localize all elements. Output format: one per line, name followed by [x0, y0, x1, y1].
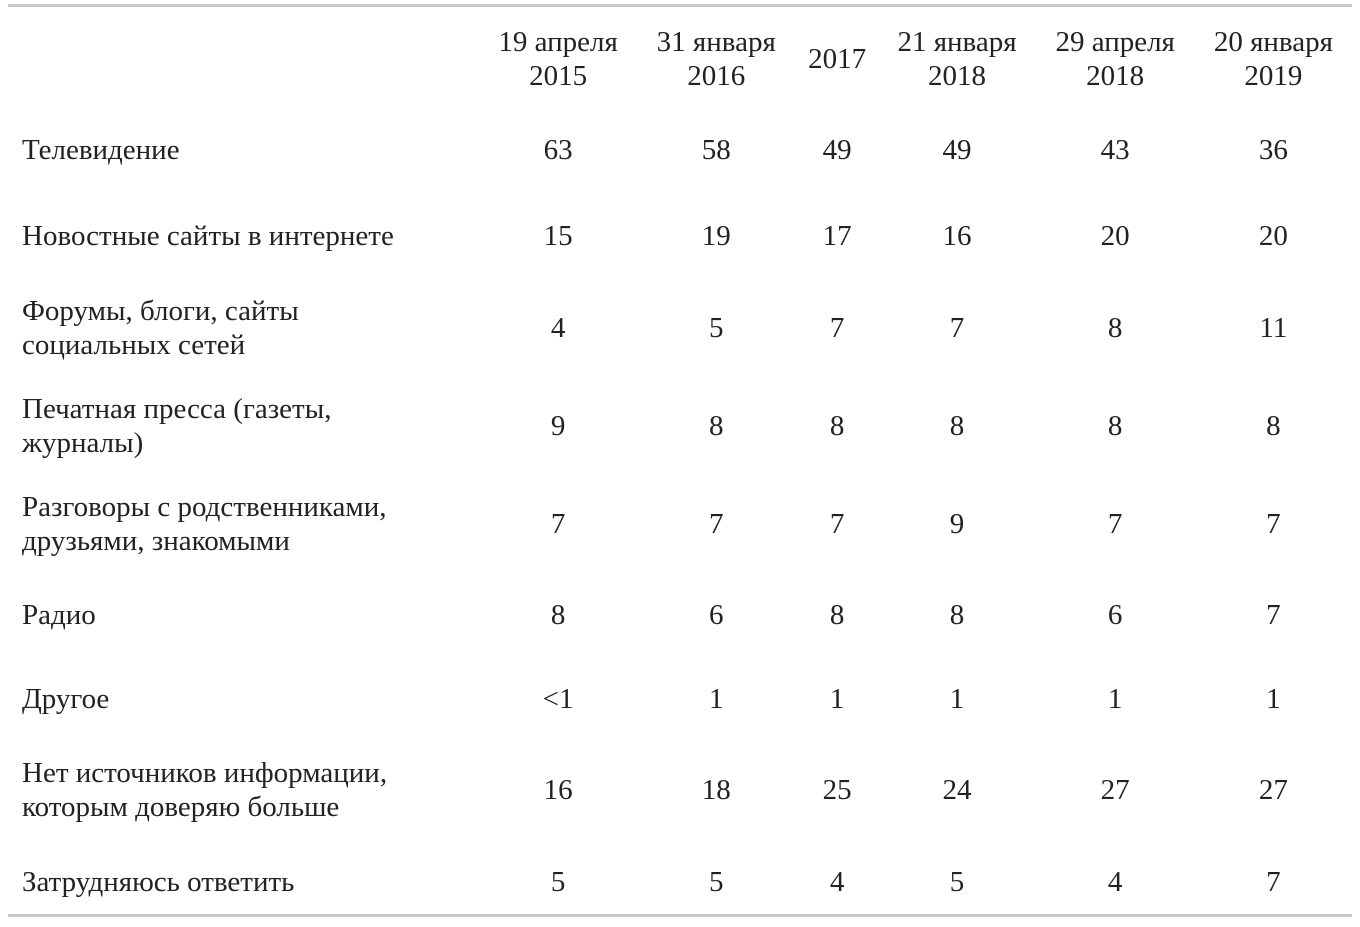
table-row: Нет источников информации, которым довер… [8, 742, 1352, 837]
table-cell: 7 [1266, 866, 1281, 898]
table-cell: 19 [701, 220, 731, 252]
table-row: Форумы, блоги, сайты социальных сетей 4 … [8, 276, 1352, 379]
table-cell: 5 [550, 866, 566, 898]
table-row: Разговоры с родственниками, друзьями, зн… [8, 473, 1352, 574]
row-label: Печатная пресса (газеты, журналы) [22, 393, 332, 459]
table-cell: 5 [708, 866, 724, 898]
table-row: Другое <1 1 1 1 1 1 [8, 655, 1352, 742]
row-label: Новостные сайты в интернете [22, 220, 394, 252]
table-cell: 1 [708, 682, 724, 715]
table-cell: 8 [829, 598, 845, 631]
table-cell: 1 [949, 682, 965, 715]
table-cell: 49 [942, 134, 972, 166]
table-top-rule [8, 4, 1352, 7]
table-cell: 20 [1258, 220, 1288, 252]
table-cell: 7 [949, 311, 965, 344]
table-cell: 7 [829, 311, 845, 344]
table-cell: 27 [1258, 773, 1288, 806]
survey-table: 19 апреля 2015 31 января 2016 2017 21 ян… [8, 14, 1352, 927]
table-cell: 4 [1107, 866, 1123, 898]
table-cell: 20 [1100, 220, 1130, 252]
table-cell: 9 [550, 410, 566, 442]
table-cell: 27 [1100, 773, 1130, 806]
table-row: Радио 8 6 8 8 6 7 [8, 574, 1352, 655]
row-label: Форумы, блоги, сайты социальных сетей [22, 294, 299, 361]
row-label: Разговоры с родственниками, друзьями, зн… [22, 490, 387, 557]
table-cell: 1 [1107, 682, 1123, 715]
table-cell: 36 [1258, 134, 1288, 166]
table-cell: 15 [543, 220, 573, 252]
table-cell: 43 [1100, 134, 1130, 166]
header-label-cell [8, 14, 480, 104]
column-header: 19 апреля 2015 [498, 26, 618, 92]
table-cell: 5 [708, 311, 724, 344]
table-cell: 4 [550, 311, 566, 344]
table-cell: 8 [829, 410, 845, 442]
table-row: Новостные сайты в интернете 15 19 17 16 … [8, 196, 1352, 276]
table-cell: 1 [1266, 682, 1281, 715]
table-cell: 8 [708, 410, 724, 442]
table-cell: 6 [1107, 598, 1123, 631]
table-cell: 16 [543, 773, 573, 806]
table-cell: 7 [708, 507, 724, 540]
table-cell: 58 [701, 134, 731, 166]
table-cell: 7 [1266, 507, 1281, 540]
table-cell: 25 [822, 773, 852, 806]
table-row: Телевидение 63 58 49 49 43 36 [8, 104, 1352, 196]
column-header: 31 января 2016 [656, 26, 776, 92]
column-header: 2017 [808, 43, 867, 75]
row-label: Затрудняюсь ответить [22, 866, 295, 898]
table-row: Печатная пресса (газеты, журналы) 9 8 8 … [8, 379, 1352, 473]
table-cell: 4 [829, 866, 845, 898]
column-header: 29 апреля 2018 [1055, 26, 1175, 92]
table-cell: 7 [829, 507, 845, 540]
table-cell: 8 [1107, 311, 1123, 344]
table-cell: 24 [942, 773, 972, 806]
table-cell: 8 [1107, 410, 1123, 442]
row-label: Радио [22, 598, 96, 631]
row-label: Нет источников информации, которым довер… [22, 756, 388, 823]
table-cell: 11 [1259, 311, 1288, 344]
table-cell: 8 [550, 598, 566, 631]
table-cell: 8 [949, 598, 965, 631]
table-bottom-rule [8, 914, 1352, 917]
table-header-row: 19 апреля 2015 31 января 2016 2017 21 ян… [8, 14, 1352, 104]
table-cell: 8 [949, 410, 965, 442]
table-cell: 18 [701, 773, 731, 806]
table-cell: 8 [1266, 410, 1281, 442]
table-row: Затрудняюсь ответить 5 5 4 5 4 7 [8, 837, 1352, 927]
table-cell: 63 [543, 134, 573, 166]
table-cell: 49 [822, 134, 852, 166]
table-cell: 7 [1107, 507, 1123, 540]
table-cell: 5 [949, 866, 965, 898]
table-cell: 9 [949, 507, 965, 540]
table-cell: 17 [822, 220, 852, 252]
table-cell: 1 [829, 682, 845, 715]
column-header: 20 января 2019 [1213, 26, 1333, 92]
table-cell: 7 [1266, 598, 1281, 631]
table-cell: 16 [942, 220, 972, 252]
row-label: Другое [22, 682, 110, 715]
table-cell: 6 [708, 598, 724, 631]
table-cell: <1 [542, 682, 574, 715]
column-header: 21 января 2018 [897, 26, 1017, 92]
table-cell: 7 [550, 507, 566, 540]
row-label: Телевидение [22, 134, 180, 166]
